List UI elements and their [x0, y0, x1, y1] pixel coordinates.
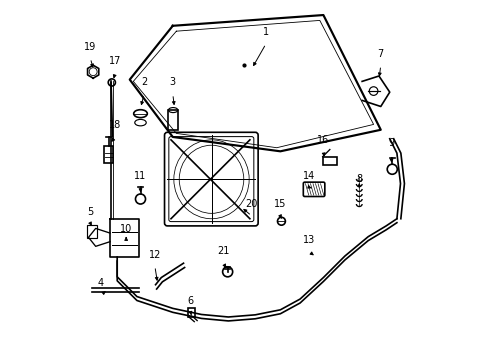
Text: 17: 17: [109, 56, 122, 66]
Text: 20: 20: [245, 199, 257, 210]
Text: 5: 5: [87, 207, 93, 217]
Text: 3: 3: [169, 77, 176, 87]
Text: 19: 19: [84, 42, 96, 51]
Text: 18: 18: [109, 121, 122, 130]
Text: 9: 9: [387, 139, 394, 148]
Text: 15: 15: [274, 199, 286, 210]
Bar: [188, 309, 195, 317]
Text: 2: 2: [141, 77, 147, 87]
Text: 4: 4: [98, 278, 104, 288]
Text: 16: 16: [317, 135, 329, 145]
Text: 12: 12: [148, 249, 161, 260]
Text: 14: 14: [302, 171, 315, 181]
Bar: [168, 110, 178, 130]
Text: 11: 11: [134, 171, 146, 181]
Text: 10: 10: [120, 225, 132, 234]
Text: 21: 21: [216, 246, 229, 256]
Text: 7: 7: [377, 49, 383, 59]
Bar: [86, 225, 97, 238]
Text: 6: 6: [187, 296, 193, 306]
Text: 13: 13: [302, 235, 315, 245]
Text: 8: 8: [355, 174, 362, 184]
Text: 1: 1: [263, 27, 268, 37]
Bar: [104, 146, 113, 163]
Bar: [322, 157, 336, 165]
